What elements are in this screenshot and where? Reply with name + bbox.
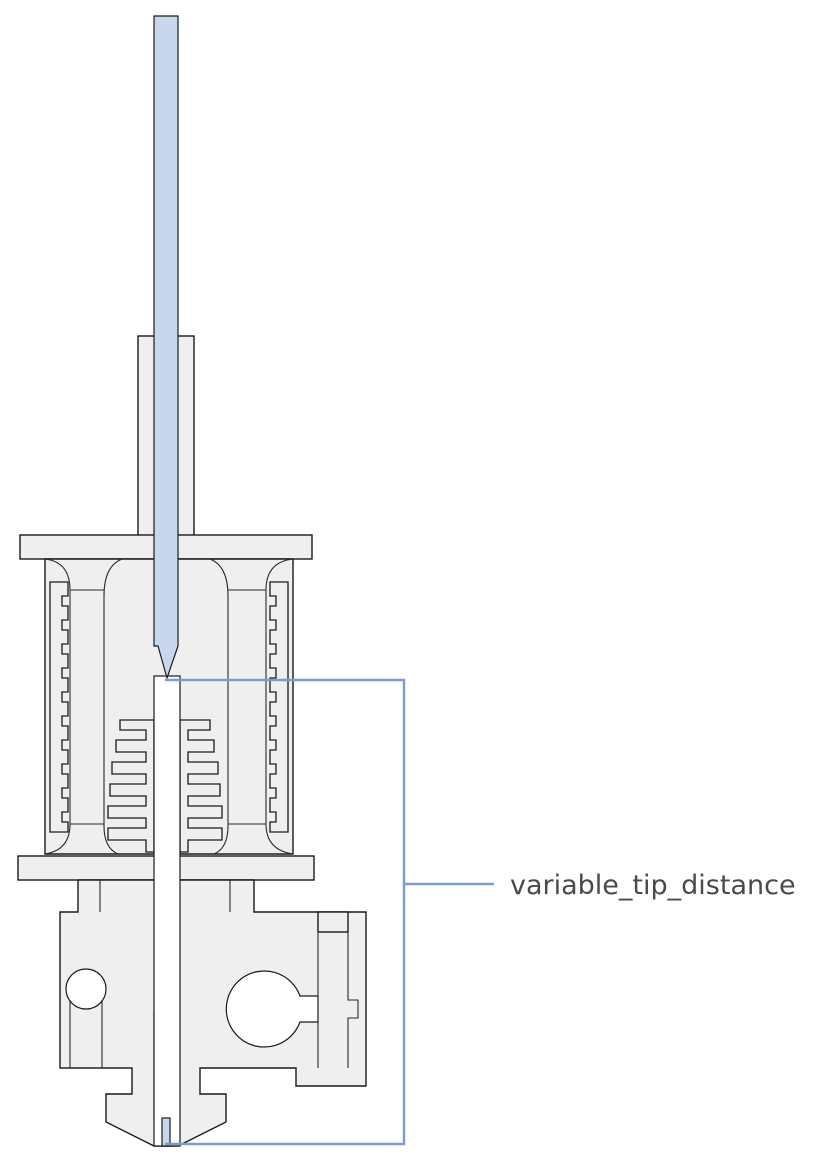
filament-strand	[153, 15, 179, 681]
right-heatsink-fins	[269, 581, 289, 833]
thermistor-hole	[65, 968, 107, 1010]
nozzle-orifice	[161, 1117, 171, 1147]
heater-cartridge-hole	[225, 970, 319, 1048]
heat-break-left-fins	[107, 719, 155, 853]
heatsink-right-inner-wall	[209, 558, 229, 855]
heatsink-left-outer-wall	[44, 558, 71, 855]
heatsink-right-outer-wall	[265, 558, 294, 855]
left-heatsink-fins	[49, 581, 69, 833]
heatsink-left-inner-wall	[103, 558, 123, 855]
filament-channel	[153, 675, 181, 1147]
clamp-screw-head	[317, 911, 349, 933]
heater-block-left-slot	[69, 990, 103, 1068]
clamp-screw-body	[317, 932, 359, 1068]
tip-distance-label: variable_tip_distance	[510, 870, 796, 901]
tip-distance-bracket	[165, 678, 406, 1146]
heat-break-right-fins	[179, 719, 223, 853]
